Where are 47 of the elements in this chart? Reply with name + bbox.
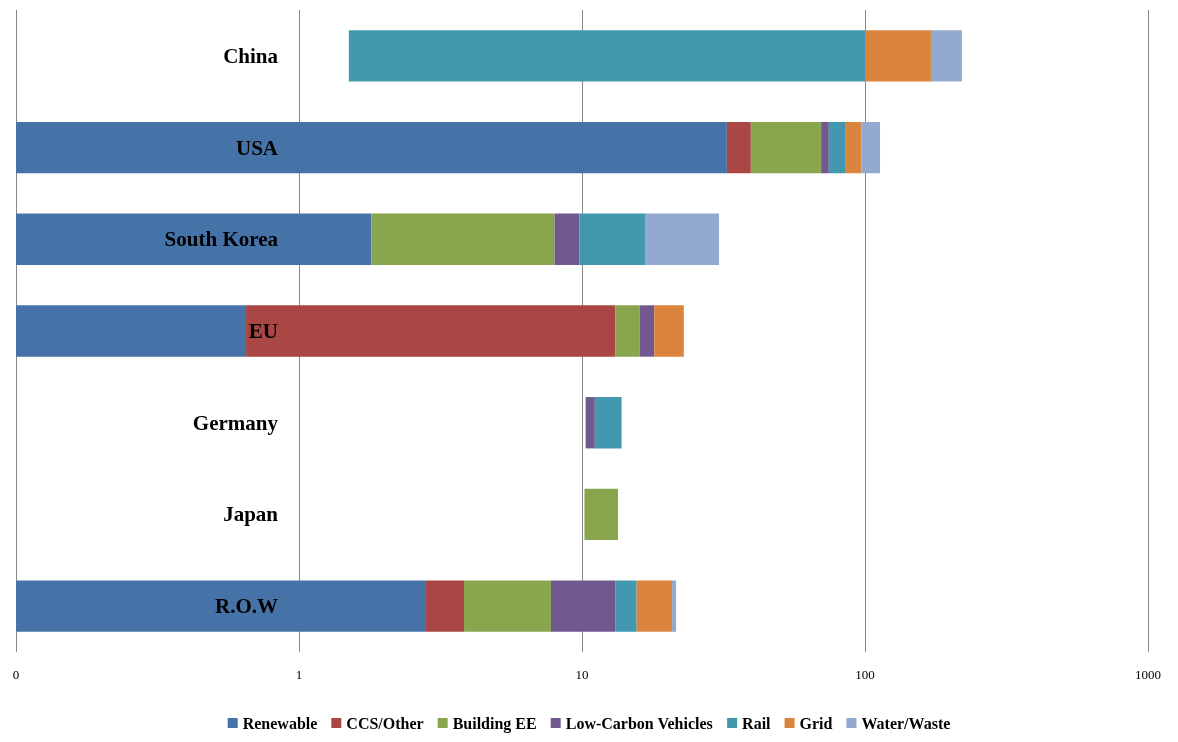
bar — [425, 580, 465, 632]
legend-label: Low-Carbon Vehicles — [565, 714, 713, 732]
y-tick-label: Japan — [223, 502, 279, 527]
legend-label: Building EE — [452, 714, 537, 733]
bar — [636, 580, 673, 632]
bar — [654, 305, 684, 357]
bar — [16, 305, 247, 357]
bar — [645, 213, 720, 265]
y-tick-label: EU — [248, 319, 278, 343]
x-tick-label: 0 — [12, 667, 20, 682]
y-tick-label: R.O.W — [215, 594, 278, 619]
bar — [639, 305, 655, 357]
bar — [861, 121, 881, 174]
y-tick-label: China — [223, 43, 279, 68]
bar — [371, 213, 555, 265]
bar — [821, 121, 829, 174]
bar — [464, 580, 551, 632]
legend-label: Renewable — [242, 714, 318, 732]
bar — [16, 580, 426, 632]
bar — [584, 488, 618, 541]
bar — [16, 213, 372, 265]
bar — [750, 121, 822, 174]
x-tick-label: 10 — [575, 667, 589, 682]
y-tick-label: USA — [235, 135, 279, 160]
bar — [930, 30, 962, 82]
bar — [550, 580, 616, 632]
legend-label: CCS/Other — [346, 714, 424, 732]
x-tick-label: 100 — [855, 667, 875, 682]
bar — [554, 213, 580, 265]
legend-label: Water/Waste — [861, 714, 951, 732]
y-tick-label: South Korea — [164, 227, 279, 252]
bar — [845, 121, 862, 174]
bar — [615, 580, 637, 632]
legend-label: Rail — [742, 714, 772, 732]
legend-label: Grid — [799, 714, 833, 732]
x-tick-label: 1 — [295, 667, 303, 682]
bar — [615, 305, 640, 357]
bar — [16, 121, 727, 174]
bar — [585, 397, 595, 449]
bar — [726, 121, 751, 174]
bar — [348, 30, 865, 82]
y-tick-label: Germany — [192, 410, 279, 435]
bar — [672, 580, 677, 632]
bar — [828, 121, 846, 174]
bar — [579, 213, 646, 265]
x-tick-label: 1000 — [1135, 667, 1161, 682]
bar — [246, 305, 616, 357]
